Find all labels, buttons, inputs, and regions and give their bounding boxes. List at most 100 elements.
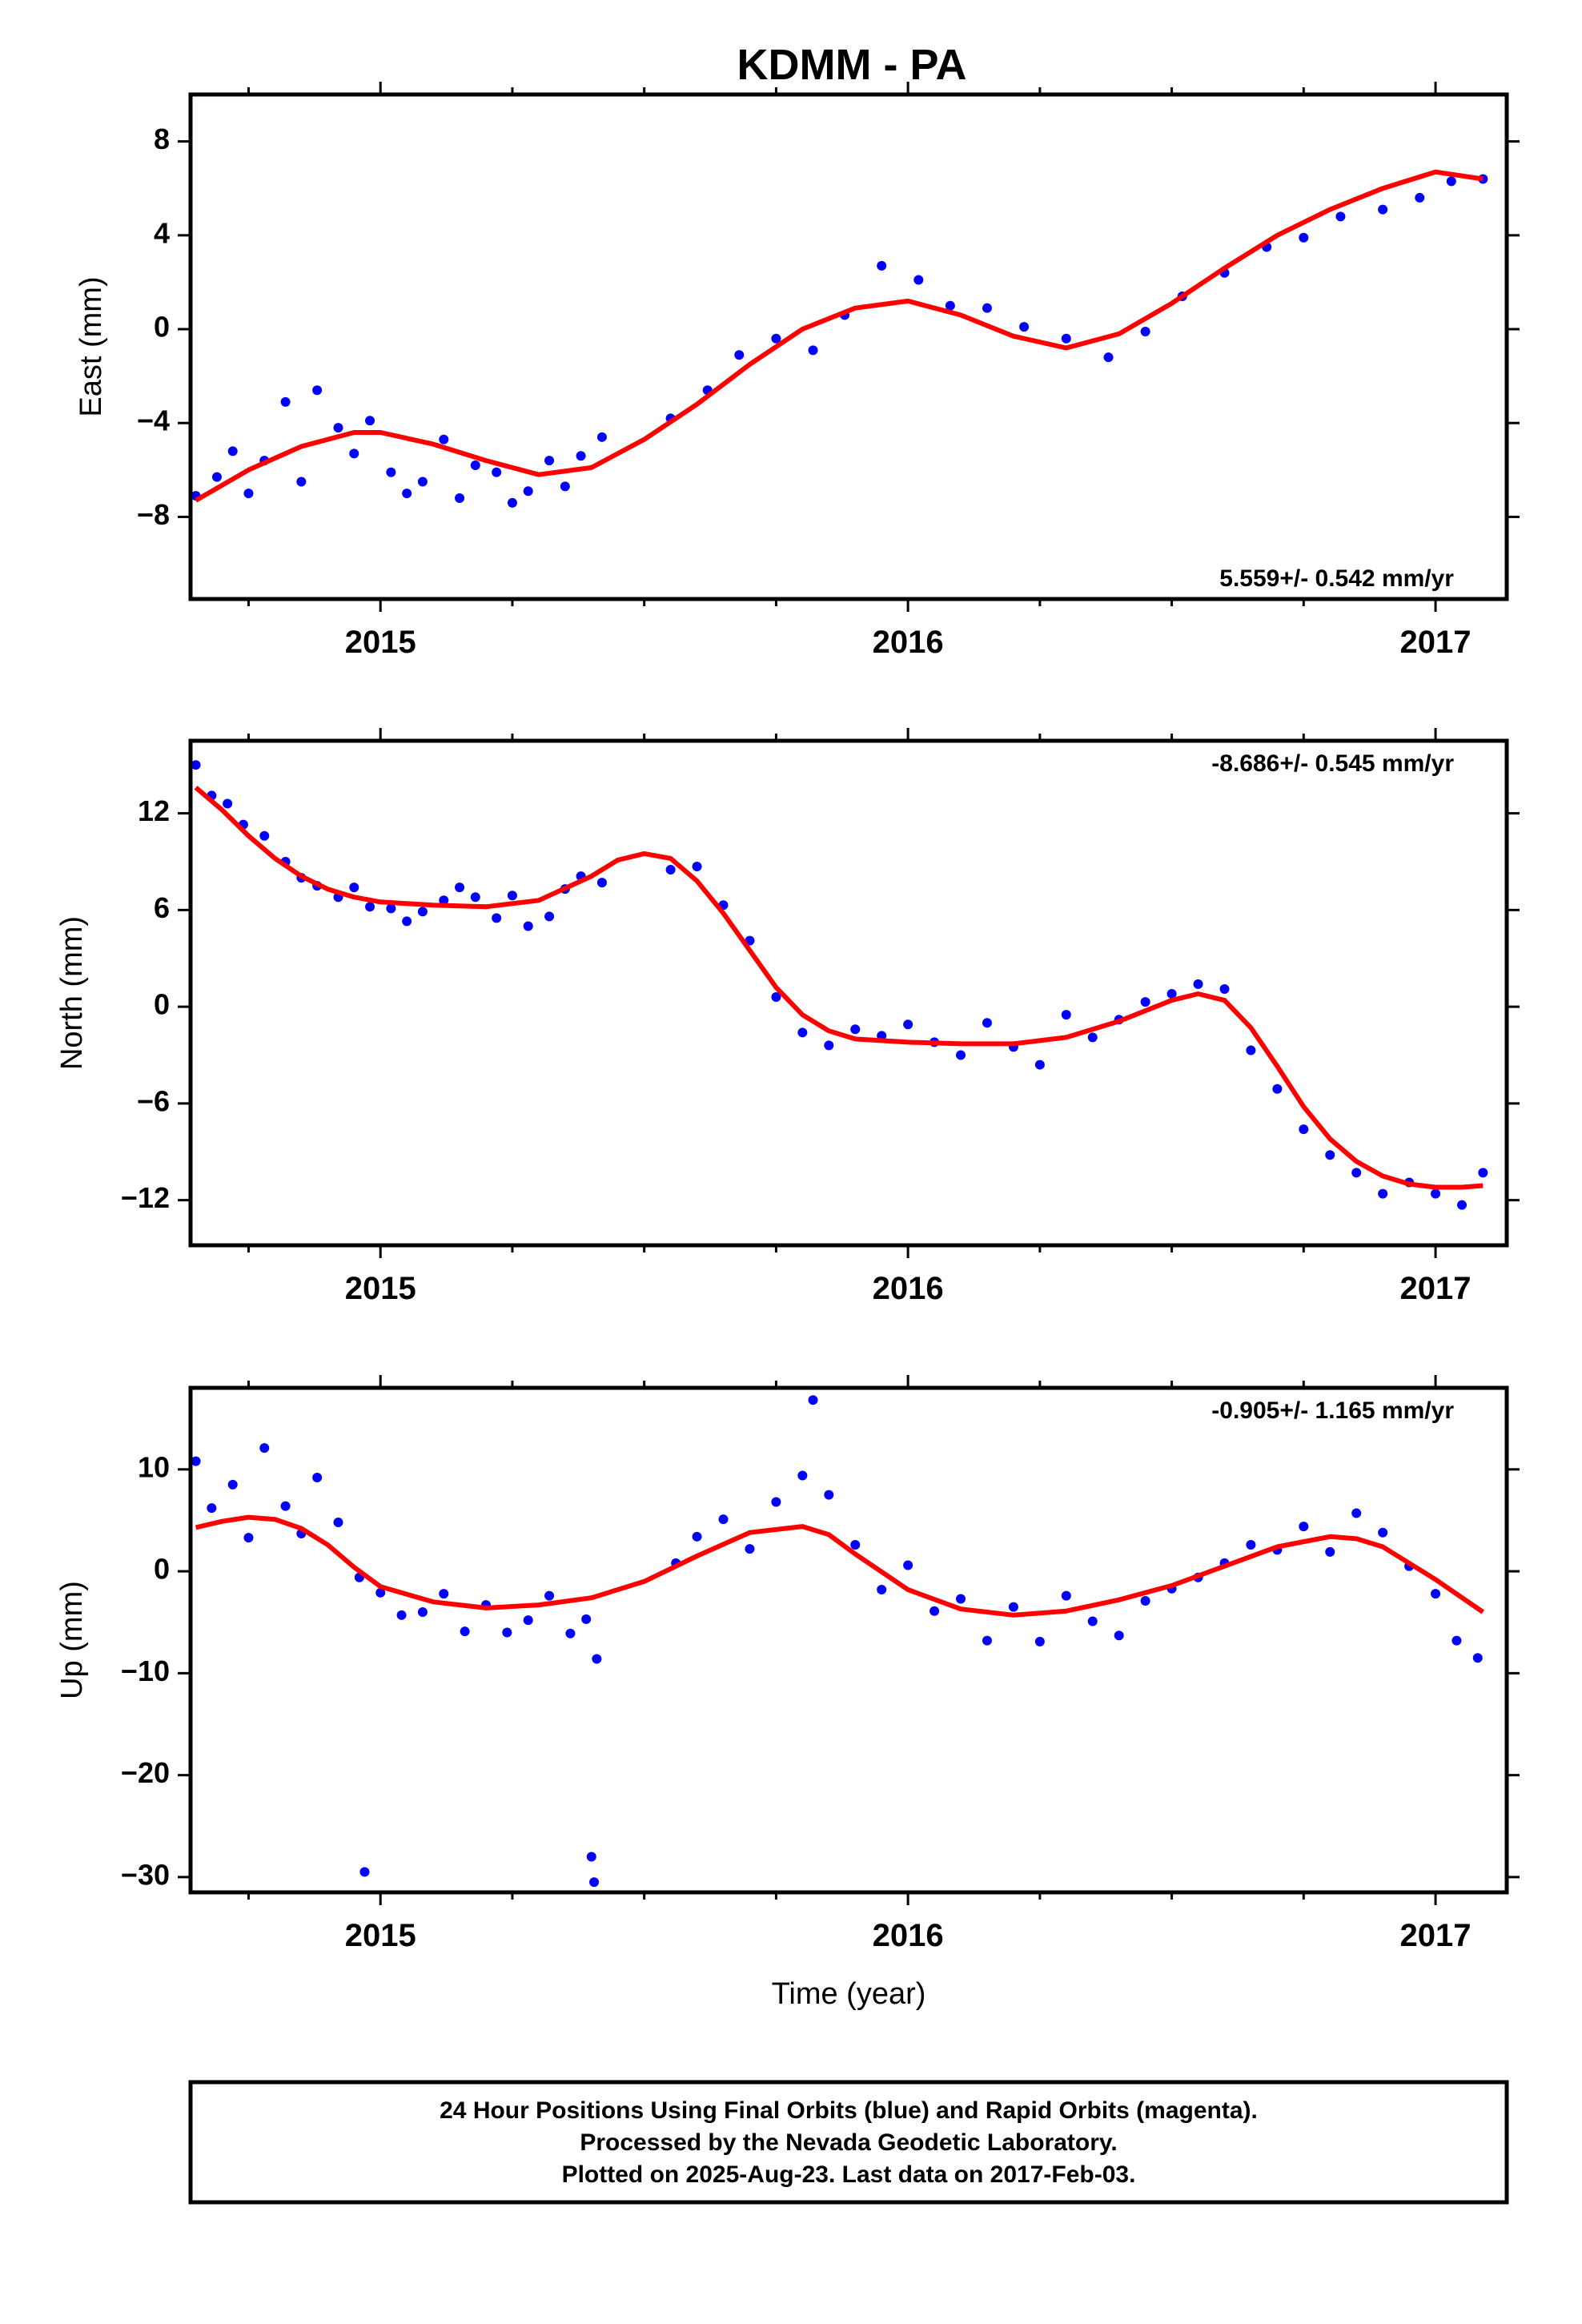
data-point [470, 892, 480, 903]
data-point [1446, 176, 1456, 187]
data-point [296, 476, 307, 487]
data-point [850, 1540, 861, 1550]
xtick-label: 2017 [1400, 1271, 1472, 1306]
data-point [280, 396, 291, 407]
plot-frame [188, 738, 1509, 1248]
data-point [1351, 1508, 1362, 1518]
data-point [507, 497, 517, 508]
rate-annotation: -0.905+/- 1.165 mm/yr [1211, 1397, 1454, 1424]
data-point [1061, 1010, 1071, 1020]
fit-line [194, 786, 1484, 1190]
data-point [913, 275, 924, 285]
data-point [402, 489, 412, 499]
data-point [349, 448, 359, 459]
footer-line-3: Plotted on 2025-Aug-23. Last data on 201… [562, 2161, 1136, 2188]
xtick-label: 2016 [873, 1271, 944, 1306]
data-point [1061, 333, 1071, 344]
plot-area [191, 760, 1488, 1210]
panel-2: 2015 2016 2017 12 6 0 −6 −12 North (mm) -8.686+/-… [55, 728, 1520, 1306]
plot-frame [188, 92, 1509, 601]
data-point [903, 1019, 913, 1030]
chart-title: KDMM - PA [737, 41, 967, 89]
xtick-label: 2015 [345, 1918, 416, 1953]
data-point [333, 1518, 343, 1527]
data-point [665, 865, 676, 875]
data-point [211, 472, 222, 482]
ytick-label: 0 [154, 311, 170, 344]
data-point [460, 1626, 470, 1637]
data-point [523, 921, 533, 931]
footer-line-1: 24 Hour Positions Using Final Orbits (bl… [440, 2097, 1258, 2124]
data-point [596, 432, 607, 442]
data-point [1246, 1540, 1256, 1550]
data-point [492, 913, 502, 923]
xtick-label: 2017 [1400, 1918, 1472, 1953]
data-point [565, 1628, 576, 1638]
data-point [956, 1050, 966, 1060]
ytick-label: 0 [154, 988, 170, 1021]
data-point [1140, 326, 1150, 336]
data-point [1351, 1168, 1362, 1178]
footer-frame [188, 2080, 1509, 2205]
ytick-label: −30 [121, 1858, 170, 1891]
data-point [771, 992, 781, 1003]
data-point [396, 1610, 407, 1620]
plot-frame [188, 1385, 1509, 1895]
data-point [1299, 232, 1309, 243]
ytick-label: −4 [137, 404, 170, 437]
panel-1: 2015 2016 2017 8 4 0 −4 −8 East (mm) 5.559+/- 0.5… [74, 82, 1520, 660]
data-point [386, 467, 396, 477]
data-point [745, 1544, 755, 1554]
plot-area [191, 169, 1488, 508]
data-point [903, 1560, 913, 1570]
data-point [692, 1531, 702, 1542]
data-point [523, 486, 533, 497]
data-point [417, 476, 428, 487]
data-point [982, 303, 992, 313]
data-point [417, 907, 428, 917]
data-point [523, 1615, 533, 1626]
ytick-label: 0 [154, 1553, 170, 1586]
x-axis-label: Time (year) [772, 1977, 926, 2011]
data-point [544, 911, 555, 922]
data-point [1140, 1596, 1150, 1606]
data-point [1008, 1602, 1018, 1612]
data-point [1087, 1616, 1098, 1626]
data-point [1335, 211, 1346, 222]
xtick-label: 2015 [345, 625, 416, 660]
data-point [544, 1590, 555, 1601]
ytick-label: 6 [154, 891, 170, 924]
ytick-label: 4 [154, 216, 170, 249]
data-point [797, 1027, 808, 1038]
data-point [1456, 1200, 1467, 1210]
data-point [386, 903, 396, 914]
y-axis-label: East (mm) [74, 276, 108, 416]
data-point [349, 883, 359, 893]
data-point [1325, 1150, 1335, 1160]
rate-annotation: -8.686+/- 0.545 mm/yr [1211, 750, 1454, 777]
y-axis-label: North (mm) [55, 916, 89, 1070]
data-point [1061, 1590, 1071, 1601]
fit-line [195, 169, 1484, 503]
data-point [1034, 1636, 1045, 1647]
data-point [824, 1490, 834, 1500]
xtick-label: 2016 [873, 1918, 944, 1953]
data-point [771, 333, 781, 344]
data-point [1299, 1124, 1309, 1135]
data-point [259, 830, 270, 841]
data-point [191, 1456, 201, 1466]
data-point [1478, 1168, 1488, 1178]
data-point [455, 883, 465, 893]
data-point [1431, 1589, 1441, 1599]
data-point [333, 423, 343, 433]
data-point [1299, 1522, 1309, 1532]
data-point [592, 1654, 602, 1664]
data-point [227, 1479, 238, 1490]
ytick-label: −10 [121, 1655, 170, 1687]
data-point [771, 1497, 781, 1507]
data-point [1193, 979, 1203, 989]
data-point [930, 1606, 940, 1616]
data-point [439, 1589, 449, 1599]
y-axis-label: Up (mm) [55, 1581, 89, 1699]
data-point [1019, 322, 1030, 332]
